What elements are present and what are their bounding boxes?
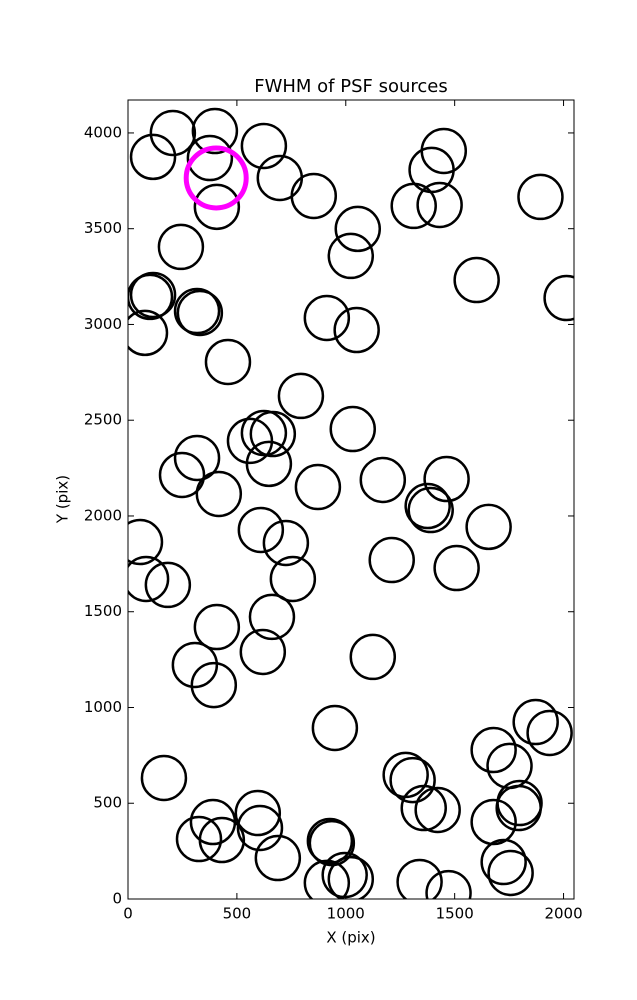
psf-source bbox=[193, 183, 241, 231]
psf-source bbox=[543, 274, 574, 322]
psf-source bbox=[173, 434, 221, 482]
y-tick-label: 4000 bbox=[84, 123, 122, 141]
psf-source bbox=[368, 536, 415, 584]
psf-source bbox=[416, 181, 463, 229]
psf-source bbox=[240, 122, 288, 170]
psf-source bbox=[390, 182, 437, 230]
psf-source bbox=[186, 134, 234, 182]
psf-source bbox=[423, 455, 470, 503]
psf-source bbox=[173, 287, 221, 335]
x-tick-label: 1500 bbox=[436, 905, 474, 923]
y-tick-label: 2500 bbox=[84, 411, 122, 429]
psf-source bbox=[396, 858, 443, 899]
psf-source bbox=[404, 482, 451, 530]
y-tick-label: 3500 bbox=[84, 219, 122, 237]
psf-source bbox=[236, 804, 284, 852]
y-tick-label: 1500 bbox=[84, 602, 122, 620]
y-tick-label: 1000 bbox=[84, 698, 122, 716]
psf-source bbox=[334, 205, 382, 253]
x-axis-label: X (pix) bbox=[326, 929, 375, 947]
psf-source bbox=[195, 470, 243, 518]
psf-source bbox=[277, 372, 325, 420]
psf-source bbox=[204, 338, 252, 386]
plot-area bbox=[128, 107, 574, 899]
psf-source bbox=[517, 173, 564, 221]
psf-source bbox=[239, 628, 287, 676]
psf-source bbox=[414, 786, 461, 834]
psf-source bbox=[470, 726, 517, 774]
psf-source bbox=[349, 633, 397, 681]
y-tick-label: 0 bbox=[112, 890, 122, 908]
psf-source bbox=[327, 855, 375, 899]
psf-source bbox=[480, 838, 527, 886]
y-tick-label: 500 bbox=[93, 794, 122, 812]
psf-source bbox=[262, 519, 310, 567]
psf-source bbox=[128, 273, 174, 321]
psf-source bbox=[140, 754, 188, 802]
psf-source bbox=[425, 869, 472, 899]
psf-source bbox=[329, 405, 376, 453]
x-tick-label: 500 bbox=[223, 905, 252, 923]
psf-source bbox=[128, 555, 170, 603]
x-tick-label: 0 bbox=[123, 905, 133, 923]
psf-source bbox=[249, 410, 297, 458]
psf-source bbox=[465, 503, 512, 551]
y-tick-label: 2000 bbox=[84, 506, 122, 524]
x-tick-label: 1000 bbox=[327, 905, 365, 923]
psf-source bbox=[149, 109, 197, 157]
psf-source bbox=[176, 289, 224, 337]
psf-source bbox=[129, 133, 177, 181]
psf-source bbox=[407, 486, 454, 534]
psf-source bbox=[198, 816, 246, 864]
psf-source bbox=[193, 603, 241, 651]
psf-source bbox=[248, 593, 296, 641]
psf-source bbox=[308, 819, 356, 867]
psf-source bbox=[171, 641, 219, 689]
psf-source bbox=[234, 789, 282, 837]
psf-source bbox=[245, 440, 293, 488]
psf-source bbox=[495, 784, 542, 832]
y-axis-label: Y (pix) bbox=[54, 475, 72, 524]
psf-source bbox=[470, 798, 517, 846]
psf-source bbox=[512, 698, 559, 746]
psf-source bbox=[158, 451, 206, 499]
psf-source bbox=[526, 709, 573, 757]
psf-source bbox=[327, 232, 375, 280]
psf-source bbox=[420, 127, 468, 175]
psf-source bbox=[269, 555, 317, 603]
psf-source bbox=[175, 815, 223, 863]
psf-source bbox=[311, 704, 359, 752]
psf-source bbox=[294, 463, 342, 511]
psf-source bbox=[389, 756, 436, 804]
psf-source bbox=[128, 518, 164, 566]
psf-source bbox=[190, 661, 238, 709]
psf-source bbox=[306, 817, 354, 865]
psf-source bbox=[453, 256, 500, 304]
psf-source bbox=[433, 544, 480, 592]
y-tick-label: 3000 bbox=[84, 315, 122, 333]
psf-source bbox=[321, 851, 368, 899]
psf-source bbox=[237, 506, 285, 554]
psf-source bbox=[157, 223, 205, 271]
psf-source bbox=[183, 145, 249, 211]
psf-source bbox=[191, 107, 239, 155]
psf-source bbox=[128, 309, 169, 357]
psf-source bbox=[290, 172, 338, 220]
psf-source bbox=[129, 271, 177, 319]
chart-title: FWHM of PSF sources bbox=[254, 76, 448, 97]
psf-source bbox=[303, 294, 351, 342]
psf-source bbox=[400, 784, 447, 832]
psf-source bbox=[487, 849, 534, 897]
psf-source bbox=[254, 834, 302, 882]
psf-source bbox=[333, 306, 380, 354]
x-tick-label: 2000 bbox=[544, 905, 582, 923]
psf-source bbox=[144, 561, 192, 609]
axes-frame bbox=[127, 99, 575, 900]
psf-source bbox=[359, 456, 407, 504]
